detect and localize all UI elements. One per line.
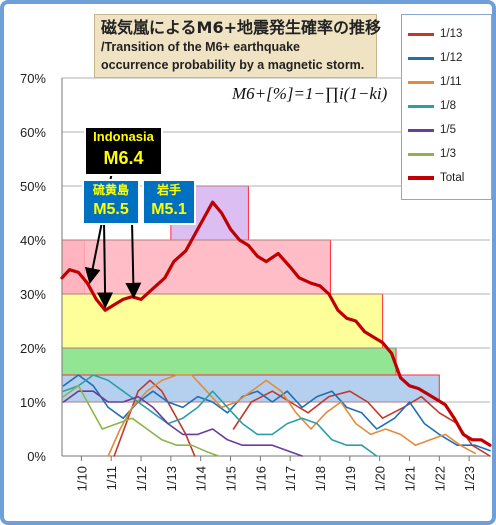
callout-indonesia-magnitude: M6.4 [103,148,144,168]
legend-label: 1/3 [440,148,456,160]
chart-title-jp: 磁気嵐によるM6+地震発生確率の推移 [101,18,381,37]
x-tick-label: 1/18 [313,466,328,491]
legend-label: 1/12 [440,52,463,64]
y-tick-label: 40% [20,233,46,248]
y-tick-label: 60% [20,125,46,140]
probability-band [61,239,331,295]
series-line-1-11 [107,374,476,457]
legend-swatch [408,176,434,180]
legend-item: Total [408,169,464,187]
legend-item: 1/11 [408,73,462,91]
series-lines [60,200,492,457]
legend-label: Total [440,172,465,184]
y-tick-label: 20% [20,341,46,356]
legend-label: 1/8 [440,100,456,112]
legend-swatch [408,80,434,84]
legend-item: 1/5 [408,121,456,139]
callout-indonesia-label: Indonasia [93,129,154,144]
y-tick-label: 10% [20,395,46,410]
probability-band [61,347,397,376]
x-tick-label: 1/19 [343,466,358,491]
y-axis-ticks: 0% 10% 20% 30% 40% 50% 60% 70% [20,71,46,464]
x-tick-label: 1/14 [194,466,209,491]
y-tick-label: 0% [27,449,46,464]
series-line-1-8 [62,374,378,457]
legend-swatch [408,128,434,132]
x-tick-label: 1/13 [164,466,179,491]
series-line-1-13 [113,379,196,457]
x-tick-label: 1/11 [104,466,119,490]
x-tick-label: 1/15 [224,466,239,491]
x-tick-label: 1/22 [432,466,447,491]
legend-item: 1/12 [408,49,462,67]
legend-item: 1/3 [408,145,456,163]
callout-iwo-label: 硫黄島 [92,183,129,197]
x-axis-ticks: 1/10 1/11 1/12 1/13 1/14 1/15 1/16 1/17 1/18 1/19… [74,456,477,491]
callout-iate-label: 岩手 [156,183,181,197]
probability-formula: M6+[%]=1−∏i(1−ki) [232,84,388,103]
y-tick-label: 70% [20,71,46,86]
x-tick-label: 1/10 [74,466,89,491]
y-tick-label: 50% [20,179,46,194]
chart-title-box: 磁気嵐によるM6+地震発生確率の推移 /Transition of the M6… [94,14,381,78]
legend-swatch [408,32,434,36]
x-tick-label: 1/16 [253,466,268,491]
callout-iate: 岩手 M5.1 [142,179,196,225]
legend: 1/13 1/12 1/11 1/8 1/5 1/3 Total [401,14,492,200]
callout-iate-magnitude: M5.1 [151,201,187,218]
callout-iwo: 硫黄島 M5.5 [82,179,140,225]
x-tick-label: 1/23 [462,466,477,491]
chart-title-en-line2: occurrence probability by a magnetic sto… [101,58,365,72]
legend-label: 1/13 [440,28,463,40]
legend-swatch [408,104,434,108]
legend-swatch [408,56,434,60]
legend-item: 1/13 [408,25,462,43]
x-tick-label: 1/17 [283,466,298,491]
series-line-1-3 [62,385,220,457]
series-line-1-5 [62,390,303,457]
callout-arrow [97,220,114,309]
legend-label: 1/11 [440,76,462,88]
x-tick-label: 1/20 [373,466,388,491]
legend-label: 1/5 [440,124,456,136]
callout-arrow [125,220,142,299]
chart-title-en-line1: /Transition of the M6+ earthquake [101,40,300,54]
legend-item: 1/8 [408,97,456,115]
x-tick-label: 1/21 [402,466,417,491]
series-line-1-13 [232,390,491,457]
probability-bands [61,185,440,403]
callout-iwo-magnitude: M5.5 [93,201,129,218]
chart-svg: 0% 10% 20% 30% 40% 50% 60% 70% 1/10 1/11 1/12 1/13… [20,71,492,491]
callout-indonesia: Indonasia M6.4 [84,126,163,176]
y-tick-label: 30% [20,287,46,302]
x-tick-label: 1/12 [134,466,149,491]
legend-swatch [408,152,434,156]
